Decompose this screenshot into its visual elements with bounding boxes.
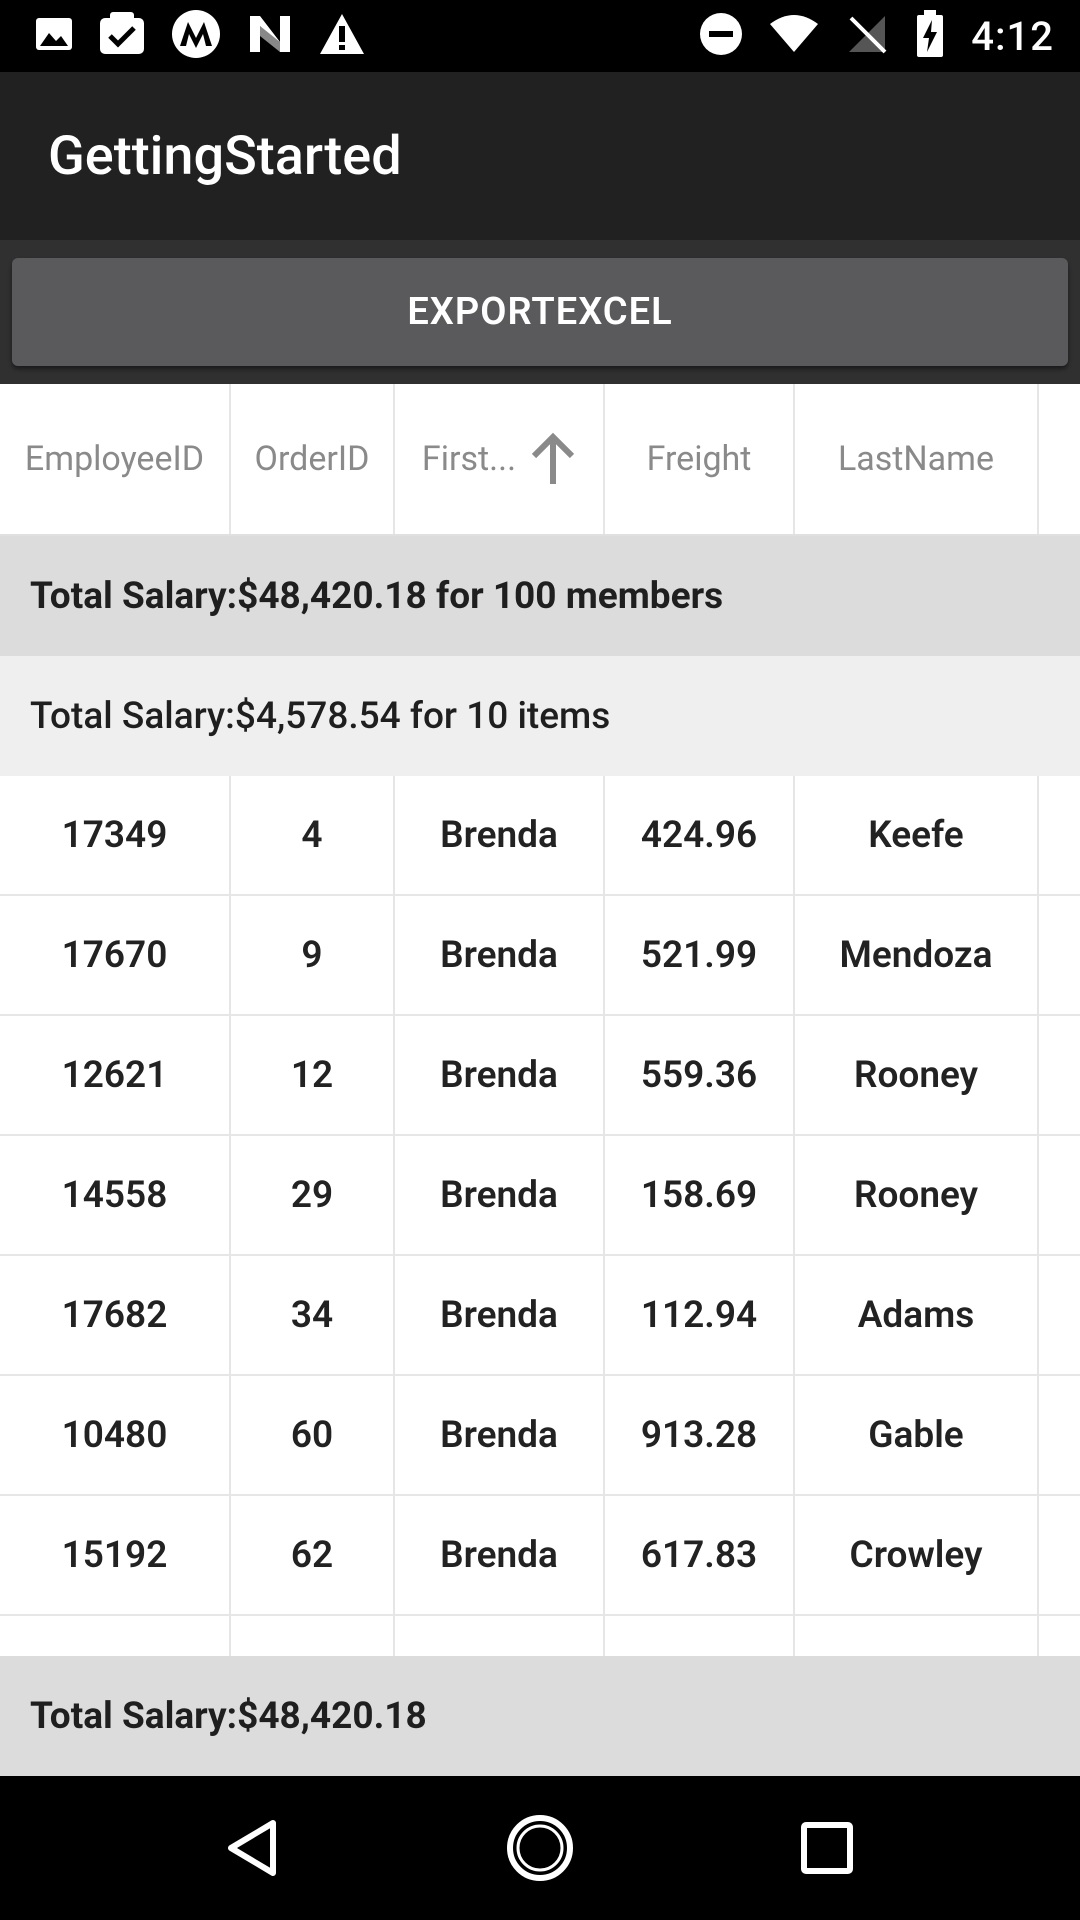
cell-lastname: Keefe [795, 776, 1039, 894]
cell-firstname: Brenda [395, 896, 605, 1014]
cell-orderid: 29 [231, 1136, 395, 1254]
no-signal-icon [845, 12, 889, 60]
button-strip: EXPORTEXCEL [0, 240, 1080, 384]
cell-orderid: 4 [231, 776, 395, 894]
app-title: GettingStarted [48, 124, 402, 188]
column-header-firstname-label: First... [421, 439, 517, 479]
do-not-disturb-icon [699, 12, 743, 60]
cell-orderid: 12 [231, 1016, 395, 1134]
table-footer-summary: Total Salary:$48,420.18 [0, 1656, 1080, 1776]
cell-employeeid: 10480 [0, 1376, 231, 1494]
notification-icons [34, 8, 390, 64]
recents-icon[interactable] [767, 1788, 887, 1908]
cell-overflow [1039, 776, 1080, 894]
cell-firstname: Brenda [395, 776, 605, 894]
task-check-icon [98, 12, 146, 60]
app-bar: GettingStarted [0, 72, 1080, 240]
back-icon[interactable] [193, 1788, 313, 1908]
cell-freight: 521.99 [605, 896, 795, 1014]
system-icons: 4:12 [673, 10, 1054, 62]
cell-overflow [1039, 1136, 1080, 1254]
table-row[interactable]: 14558 29 Brenda 158.69 Rooney [0, 1136, 1080, 1256]
cell-lastname: Adams [795, 1256, 1039, 1374]
motorola-icon [170, 8, 222, 64]
table-row[interactable]: 15192 62 Brenda 617.83 Crowley [0, 1496, 1080, 1616]
cell-orderid: 9 [231, 896, 395, 1014]
column-header-overflow [1039, 384, 1080, 534]
cell-firstname: Brenda [395, 1376, 605, 1494]
status-bar: 4:12 [0, 0, 1080, 72]
cell-employeeid: 17670 [0, 896, 231, 1014]
cell-overflow [1039, 1496, 1080, 1614]
column-header-employeeid[interactable]: EmployeeID [0, 384, 231, 534]
column-header-orderid[interactable]: OrderID [231, 384, 395, 534]
cell-firstname: Brenda [395, 1496, 605, 1614]
data-grid: EmployeeID OrderID First... Freight Last… [0, 384, 1080, 1776]
cell-lastname: Rooney [795, 1136, 1039, 1254]
n-logo-icon [246, 12, 294, 60]
battery-charging-icon [915, 10, 945, 62]
group-summary-row[interactable]: Total Salary:$4,578.54 for 10 items [0, 656, 1080, 776]
cell-freight: 158.69 [605, 1136, 795, 1254]
cell-lastname: Crowley [795, 1496, 1039, 1614]
grid-header-row: EmployeeID OrderID First... Freight Last… [0, 384, 1080, 536]
cell-employeeid: 14558 [0, 1136, 231, 1254]
cell-freight: 112.94 [605, 1256, 795, 1374]
table-row[interactable]: 17349 4 Brenda 424.96 Keefe [0, 776, 1080, 896]
cell-lastname: Mendoza [795, 896, 1039, 1014]
table-row[interactable]: 17682 34 Brenda 112.94 Adams [0, 1256, 1080, 1376]
cell-freight: 559.36 [605, 1016, 795, 1134]
cell-freight: 913.28 [605, 1376, 795, 1494]
cell-lastname: Gable [795, 1376, 1039, 1494]
image-icon [34, 16, 74, 56]
cell-employeeid: 15192 [0, 1496, 231, 1614]
cell-freight: 617.83 [605, 1496, 795, 1614]
cell-firstname: Brenda [395, 1136, 605, 1254]
cell-employeeid: 12621 [0, 1016, 231, 1134]
cell-orderid: 60 [231, 1376, 395, 1494]
column-header-lastname[interactable]: LastName [795, 384, 1039, 534]
cell-freight: 424.96 [605, 776, 795, 894]
cell-orderid: 34 [231, 1256, 395, 1374]
cell-firstname: Brenda [395, 1016, 605, 1134]
navigation-bar [0, 1776, 1080, 1920]
table-row[interactable]: 10480 60 Brenda 913.28 Gable [0, 1376, 1080, 1496]
status-time: 4:12 [971, 12, 1054, 60]
column-header-firstname[interactable]: First... [395, 384, 605, 534]
column-header-freight[interactable]: Freight [605, 384, 795, 534]
table-row[interactable]: 12621 12 Brenda 559.36 Rooney [0, 1016, 1080, 1136]
cell-overflow [1039, 896, 1080, 1014]
table-summary-row: Total Salary:$48,420.18 for 100 members [0, 536, 1080, 656]
cell-lastname: Rooney [795, 1016, 1039, 1134]
sort-ascending-arrow-icon [530, 432, 576, 486]
table-row[interactable]: 17670 9 Brenda 521.99 Mendoza [0, 896, 1080, 1016]
cell-employeeid: 17349 [0, 776, 231, 894]
warning-icon [318, 12, 366, 60]
cell-firstname: Brenda [395, 1256, 605, 1374]
cell-overflow [1039, 1016, 1080, 1134]
cell-employeeid: 17682 [0, 1256, 231, 1374]
cell-overflow [1039, 1376, 1080, 1494]
home-icon[interactable] [480, 1788, 600, 1908]
wifi-icon [769, 14, 819, 58]
export-excel-button[interactable]: EXPORTEXCEL [12, 258, 1068, 366]
cell-overflow [1039, 1256, 1080, 1374]
cell-orderid: 62 [231, 1496, 395, 1614]
